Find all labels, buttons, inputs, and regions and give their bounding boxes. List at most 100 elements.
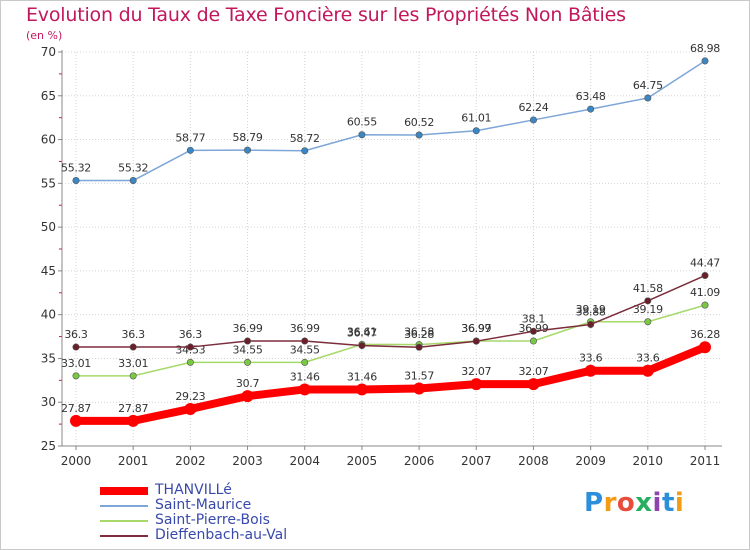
data-label-saint-maurice: 58.72 bbox=[290, 132, 320, 145]
data-point-saint-maurice bbox=[587, 105, 595, 113]
data-label-thanvill: 32.07 bbox=[518, 365, 548, 378]
legend-label-saint-maurice: Saint-Maurice bbox=[155, 497, 252, 513]
y-tick-label: 45 bbox=[41, 264, 56, 278]
data-point-thanvill bbox=[699, 341, 711, 354]
legend-label-thanville: THANVILLé bbox=[155, 482, 232, 498]
legend-label-saint-pierre-bois: Saint-Pierre-Bois bbox=[155, 512, 270, 528]
data-point-saint-pierre-bois bbox=[644, 318, 652, 326]
data-label-saint-maurice: 60.52 bbox=[404, 116, 434, 129]
data-point-dieffenbach-au-val bbox=[701, 272, 709, 280]
data-label-dieffenbach-au-val: 36.97 bbox=[461, 322, 491, 335]
data-point-dieffenbach-au-val bbox=[72, 343, 80, 351]
x-tick-label: 2003 bbox=[232, 454, 263, 468]
y-tick-label: 50 bbox=[41, 220, 56, 234]
data-point-saint-maurice bbox=[644, 94, 652, 102]
data-label-saint-pierre-bois: 39.19 bbox=[633, 303, 663, 316]
data-label-saint-pierre-bois: 33.01 bbox=[118, 357, 148, 370]
data-point-saint-pierre-bois bbox=[529, 337, 537, 345]
data-point-thanvill bbox=[127, 414, 140, 427]
data-point-thanvill bbox=[527, 378, 540, 391]
legend-label-dieffenbach-au-val: Dieffenbach-au-Val bbox=[155, 527, 288, 543]
data-label-saint-pierre-bois: 41.09 bbox=[690, 286, 720, 299]
legend-swatch-dieffenbach-au-val bbox=[100, 535, 148, 537]
x-tick-label: 2008 bbox=[518, 454, 549, 468]
data-point-dieffenbach-au-val bbox=[644, 297, 652, 305]
chart-unit-label: (en %) bbox=[26, 29, 63, 42]
data-point-dieffenbach-au-val bbox=[587, 320, 595, 328]
x-tick-label: 2001 bbox=[118, 454, 149, 468]
data-label-thanvill: 29.23 bbox=[175, 390, 205, 403]
data-label-dieffenbach-au-val: 36.3 bbox=[179, 328, 203, 341]
data-point-saint-pierre-bois bbox=[72, 372, 80, 380]
data-point-saint-maurice bbox=[244, 146, 252, 154]
data-point-thanvill bbox=[470, 378, 483, 391]
data-point-saint-maurice bbox=[186, 146, 194, 154]
data-label-saint-maurice: 58.77 bbox=[175, 131, 205, 144]
data-label-dieffenbach-au-val: 36.3 bbox=[122, 328, 146, 341]
data-label-saint-maurice: 63.48 bbox=[576, 90, 606, 103]
data-label-thanvill: 30.7 bbox=[236, 377, 260, 390]
data-label-dieffenbach-au-val: 36.47 bbox=[347, 327, 377, 340]
data-point-saint-pierre-bois bbox=[244, 358, 252, 366]
data-point-saint-maurice bbox=[472, 127, 480, 135]
data-point-saint-maurice bbox=[529, 116, 537, 124]
data-point-saint-pierre-bois bbox=[701, 301, 709, 309]
series-line-saint-maurice bbox=[75, 60, 706, 182]
data-point-thanvill bbox=[413, 382, 426, 395]
data-label-dieffenbach-au-val: 36.3 bbox=[64, 328, 88, 341]
data-label-thanvill: 33.6 bbox=[636, 352, 660, 365]
data-point-saint-maurice bbox=[358, 131, 366, 139]
data-label-saint-pierre-bois: 33.01 bbox=[61, 357, 91, 370]
legend-swatch-saint-pierre-bois bbox=[100, 520, 148, 522]
data-point-dieffenbach-au-val bbox=[415, 343, 423, 351]
data-label-saint-maurice: 62.24 bbox=[518, 101, 548, 114]
data-point-dieffenbach-au-val bbox=[529, 327, 537, 335]
data-label-saint-maurice: 55.32 bbox=[118, 162, 148, 175]
data-point-dieffenbach-au-val bbox=[186, 343, 194, 351]
data-point-thanvill bbox=[584, 364, 597, 377]
data-point-thanvill bbox=[298, 383, 311, 396]
x-tick-label: 2007 bbox=[461, 454, 492, 468]
data-point-saint-pierre-bois bbox=[186, 358, 194, 366]
y-tick-label: 70 bbox=[41, 45, 56, 59]
data-label-thanvill: 27.87 bbox=[61, 402, 91, 415]
series-line-thanvill bbox=[72, 343, 709, 425]
data-label-thanvill: 31.46 bbox=[290, 370, 320, 383]
data-point-saint-maurice bbox=[301, 147, 309, 155]
data-point-thanvill bbox=[70, 414, 82, 427]
legend-swatch-thanville bbox=[100, 487, 148, 495]
data-point-saint-maurice bbox=[72, 177, 80, 185]
data-label-saint-pierre-bois: 34.55 bbox=[290, 343, 320, 356]
data-point-dieffenbach-au-val bbox=[472, 337, 480, 345]
legend-swatch-saint-maurice bbox=[100, 505, 148, 507]
data-label-saint-maurice: 61.01 bbox=[461, 112, 491, 125]
data-label-saint-maurice: 68.98 bbox=[690, 42, 720, 55]
data-label-thanvill: 31.57 bbox=[404, 369, 434, 382]
data-label-saint-maurice: 60.55 bbox=[347, 116, 377, 129]
data-label-dieffenbach-au-val: 44.47 bbox=[690, 257, 720, 270]
data-label-saint-pierre-bois: 36.99 bbox=[461, 322, 491, 335]
data-point-dieffenbach-au-val bbox=[301, 337, 309, 345]
x-tick-label: 2004 bbox=[289, 454, 320, 468]
y-tick-label: 55 bbox=[41, 176, 56, 190]
data-point-saint-maurice bbox=[415, 131, 423, 139]
y-tick-label: 40 bbox=[41, 308, 56, 322]
data-label-saint-pierre-bois: 34.55 bbox=[233, 343, 263, 356]
data-point-thanvill bbox=[184, 402, 197, 415]
data-label-thanvill: 33.6 bbox=[579, 352, 603, 365]
data-point-thanvill bbox=[641, 364, 654, 377]
x-tick-label: 2006 bbox=[404, 454, 435, 468]
data-label-dieffenbach-au-val: 36.28 bbox=[404, 328, 434, 341]
x-tick-label: 2011 bbox=[690, 454, 721, 468]
y-tick-label: 60 bbox=[41, 133, 56, 147]
data-label-thanvill: 32.07 bbox=[461, 365, 491, 378]
data-point-thanvill bbox=[241, 390, 254, 403]
data-point-saint-pierre-bois bbox=[129, 372, 137, 380]
data-label-dieffenbach-au-val: 36.99 bbox=[233, 322, 263, 335]
x-tick-label: 2010 bbox=[633, 454, 664, 468]
data-label-saint-pierre-bois: 36.61 bbox=[347, 325, 377, 338]
data-label-dieffenbach-au-val: 41.58 bbox=[633, 282, 663, 295]
x-tick-label: 2002 bbox=[175, 454, 206, 468]
y-tick-label: 30 bbox=[41, 395, 56, 409]
